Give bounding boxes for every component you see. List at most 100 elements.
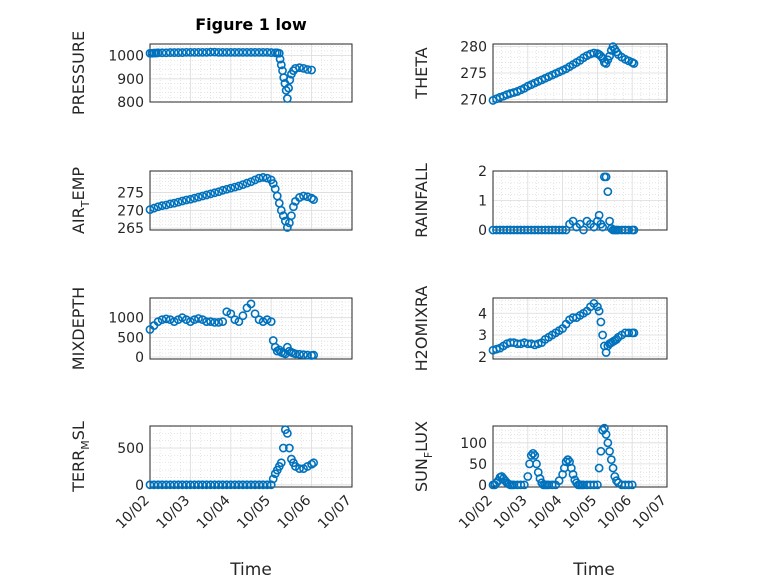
data-point	[177, 196, 187, 206]
data-point	[169, 198, 179, 208]
data-point	[149, 480, 159, 490]
data-point	[608, 463, 618, 473]
data-point	[198, 47, 207, 57]
data-point	[278, 443, 288, 453]
data-point	[284, 443, 294, 453]
data-point	[145, 480, 155, 490]
data-point	[177, 480, 187, 490]
data-point	[579, 225, 588, 235]
x-tick-label: 10/05	[234, 493, 274, 533]
data-point	[210, 188, 220, 198]
data-point	[563, 455, 573, 465]
data-point	[605, 446, 614, 456]
data-point	[153, 202, 163, 212]
axes-box	[149, 43, 353, 103]
y-tick-label: 1000	[108, 311, 144, 327]
data-point	[198, 480, 207, 490]
data-point	[202, 47, 211, 57]
data-point	[218, 317, 228, 327]
data-point	[181, 47, 191, 57]
data-point	[624, 480, 634, 490]
y-tick-label: 3	[478, 328, 487, 344]
data-point	[202, 317, 211, 327]
data-point	[284, 83, 293, 93]
data-point	[307, 459, 316, 469]
data-point	[218, 480, 228, 490]
data-point	[629, 59, 639, 68]
data-point	[303, 65, 312, 74]
data-point	[157, 480, 167, 490]
axes-box	[149, 425, 353, 488]
data-point	[194, 314, 203, 323]
y-tick-label: 1	[478, 194, 487, 210]
data-point	[242, 47, 252, 57]
data-point	[145, 205, 155, 215]
data-point	[262, 47, 272, 57]
data-point	[246, 177, 256, 187]
x-tick-label: 10/06	[275, 492, 315, 532]
data-point	[289, 202, 298, 212]
data-point	[295, 193, 304, 202]
axes-box	[149, 297, 353, 360]
data-point	[629, 328, 639, 338]
y-axis-label: PRESSURE	[69, 31, 88, 115]
data-point	[295, 464, 304, 474]
data-point	[250, 175, 260, 185]
data-point	[258, 47, 268, 57]
data-point	[612, 476, 621, 486]
data-point	[173, 48, 183, 57]
subplot-4: 0 1 2 RAINFALL	[412, 163, 668, 239]
data-point	[190, 315, 199, 325]
data-point	[226, 183, 236, 193]
data-point	[226, 47, 236, 57]
data-point	[242, 480, 252, 490]
data-point	[558, 225, 567, 235]
data-point	[250, 480, 260, 490]
data-point	[230, 47, 240, 57]
data-point	[194, 480, 203, 490]
data-point	[606, 455, 616, 465]
data-point	[530, 451, 540, 460]
y-axis-label: H2OMIXRA	[412, 286, 431, 372]
y-tick-label: 800	[117, 95, 144, 111]
y-tick-label: 900	[117, 72, 144, 88]
data-point	[309, 350, 319, 360]
y-tick-label: 280	[460, 40, 487, 56]
data-point	[206, 189, 215, 199]
data-point	[276, 458, 286, 468]
y-tick-label: 0	[478, 223, 487, 239]
data-point	[594, 463, 604, 473]
data-point	[206, 480, 215, 490]
x-axis-label-right: Time	[572, 560, 615, 580]
data-point	[624, 328, 634, 338]
data-point	[165, 48, 175, 57]
axes-box	[492, 43, 668, 103]
data-point	[299, 191, 308, 201]
data-point	[596, 51, 606, 61]
data-point	[295, 349, 304, 359]
y-axis-label: TERRMSL	[69, 421, 92, 493]
data-point	[230, 182, 240, 192]
data-point	[161, 480, 171, 490]
data-point	[234, 181, 244, 191]
data-point	[594, 210, 604, 220]
x-tick-label: 10/04	[526, 492, 566, 532]
data-point	[190, 480, 199, 490]
data-point	[214, 47, 224, 57]
data-point	[238, 180, 248, 189]
data-point	[593, 480, 602, 490]
y-tick-label: 2	[478, 350, 487, 366]
data-point	[246, 480, 256, 490]
data-point	[210, 480, 220, 490]
data-point	[165, 199, 175, 209]
data-point	[153, 480, 163, 490]
data-point	[246, 299, 256, 309]
data-point	[295, 63, 304, 73]
data-point	[254, 47, 264, 57]
data-point	[598, 222, 608, 232]
data-point	[603, 187, 613, 197]
data-point	[202, 190, 211, 200]
